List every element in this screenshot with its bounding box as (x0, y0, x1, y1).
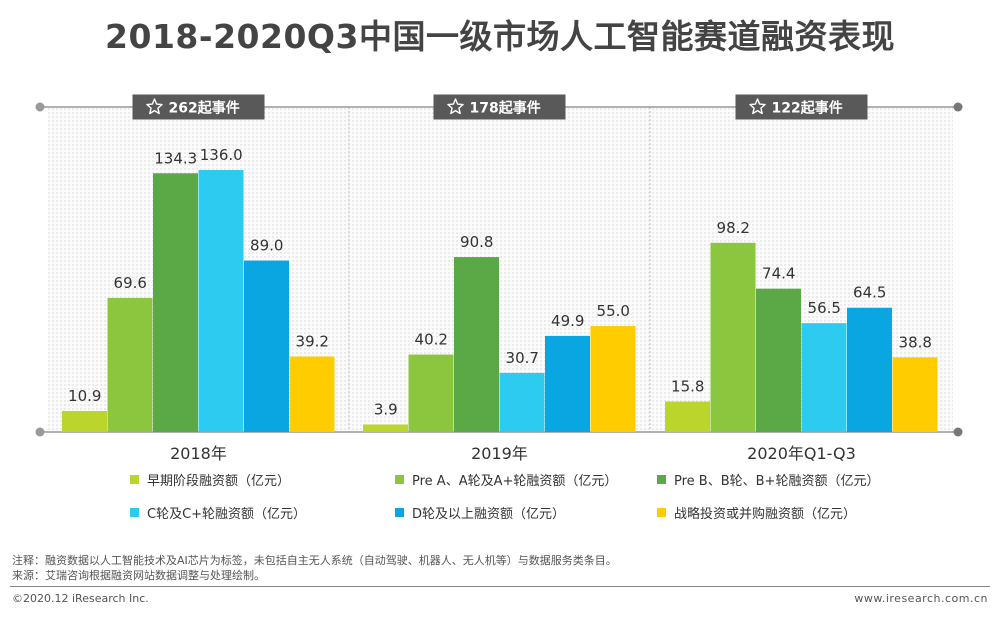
bar (107, 297, 153, 432)
legend-label: Pre A、A轮及A+轮融资额（亿元） (412, 474, 618, 489)
legend-item: C轮及C+轮融资额（亿元） (130, 503, 395, 522)
bar (756, 288, 801, 432)
legend-swatch (130, 508, 139, 517)
bar (847, 307, 892, 432)
bar (408, 354, 454, 432)
legend-swatch (657, 475, 666, 484)
note-text: 注释：融资数据以人工智能技术及AI芯片为标签，未包括自主无人系统（自动驾驶、机器… (12, 554, 617, 567)
bar (665, 401, 710, 432)
page-title: 2018-2020Q3中国一级市场人工智能赛道融资表现 (105, 17, 895, 56)
data-label: 3.9 (374, 400, 398, 418)
legend-label: 早期阶段融资额（亿元） (147, 474, 291, 489)
bar (198, 170, 244, 432)
legend-swatch (130, 475, 139, 484)
copyright: ©2020.12 iResearch Inc. (12, 592, 149, 605)
data-label: 64.5 (853, 284, 886, 302)
bar (363, 424, 408, 432)
data-label: 39.2 (296, 332, 329, 350)
top-rule-end (953, 102, 963, 112)
star-icon (447, 98, 464, 115)
data-label: 74.4 (762, 265, 795, 283)
top-rule-end (35, 102, 45, 112)
chart-legend: 早期阶段融资额（亿元） Pre A、A轮及A+轮融资额（亿元） Pre B、B轮、B… (130, 470, 930, 522)
category-label: 2019年 (471, 444, 528, 463)
bar (710, 242, 756, 432)
legend-swatch (395, 475, 404, 484)
data-label: 15.8 (671, 378, 704, 396)
data-label: 55.0 (597, 302, 630, 320)
data-label: 134.3 (154, 149, 197, 167)
website: www.iresearch.com.cn (854, 592, 988, 605)
event-count-text: 262起事件 (169, 100, 240, 117)
bar (545, 335, 590, 432)
legend-item: Pre A、A轮及A+轮融资额（亿元） (395, 470, 657, 489)
data-label: 49.9 (551, 312, 584, 330)
data-label: 56.5 (808, 299, 841, 317)
category-label: 2020年Q1-Q3 (747, 444, 856, 463)
x-axis-end (953, 427, 963, 437)
data-label: 136.0 (200, 146, 243, 164)
data-label: 89.0 (250, 237, 283, 255)
data-label: 69.6 (114, 274, 147, 292)
star-icon (146, 98, 163, 115)
legend-item: Pre B、B轮、B+轮融资额（亿元） (657, 470, 930, 489)
data-label: 38.8 (899, 333, 932, 351)
legend-swatch (395, 508, 404, 517)
data-label: 90.8 (460, 233, 493, 251)
legend-item: D轮及以上融资额（亿元） (395, 503, 657, 522)
x-axis-end (35, 427, 45, 437)
notes: 注释：融资数据以人工智能技术及AI芯片为标签，未包括自主无人系统（自动驾驶、机器… (12, 553, 617, 583)
bar (590, 326, 636, 432)
data-label: 30.7 (506, 349, 539, 367)
data-label: 10.9 (68, 387, 101, 405)
bar (454, 257, 499, 432)
bar (289, 356, 335, 432)
legend-item: 战略投资或并购融资额（亿元） (657, 503, 930, 522)
bar (62, 411, 107, 432)
legend-label: D轮及以上融资额（亿元） (412, 507, 566, 522)
bar-chart: 10.9 69.6 134.3 136.0 89.0 39.2 2018年 3.9 40.2 90… (35, 94, 963, 463)
legend-item: 早期阶段融资额（亿元） (130, 470, 395, 489)
bar (153, 173, 198, 432)
footer-divider (10, 586, 990, 587)
data-label: 98.2 (717, 219, 750, 237)
bar (892, 357, 938, 432)
legend-label: 战略投资或并购融资额（亿元） (674, 507, 857, 522)
source-text: 来源：艾瑞咨询根据融资网站数据调整与处理绘制。 (12, 569, 265, 582)
event-count-text: 178起事件 (470, 100, 541, 117)
legend-swatch (657, 508, 666, 517)
star-icon (749, 98, 766, 115)
data-label: 40.2 (415, 331, 448, 349)
event-count-text: 122起事件 (772, 100, 843, 117)
legend-label: Pre B、B轮、B+轮融资额（亿元） (674, 474, 880, 489)
legend-label: C轮及C+轮融资额（亿元） (147, 507, 307, 522)
bar (499, 372, 545, 432)
bar (801, 323, 847, 432)
bar (244, 260, 289, 432)
category-label: 2018年 (170, 444, 227, 463)
